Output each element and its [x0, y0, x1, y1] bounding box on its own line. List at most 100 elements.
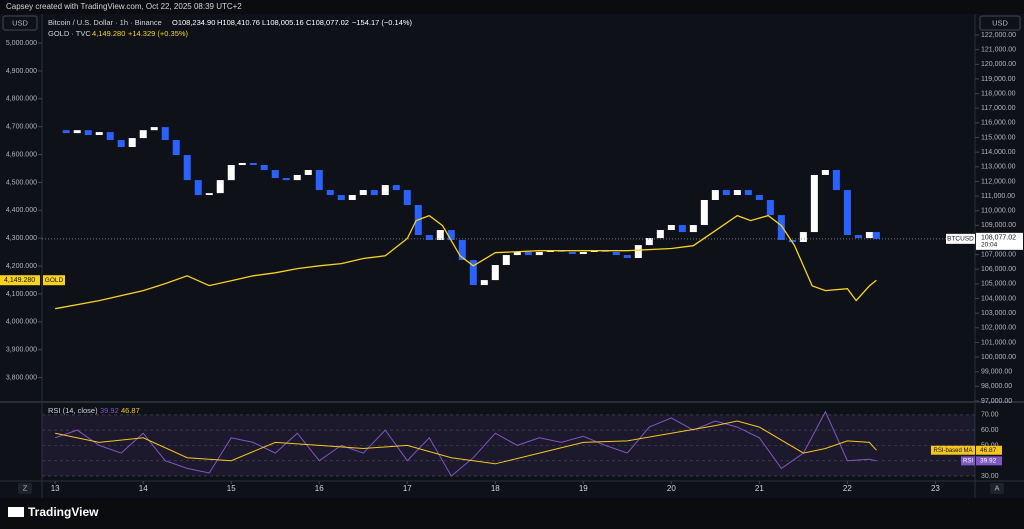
- y-tick-label: 4,100.000: [6, 291, 37, 298]
- value-tag: [976, 445, 1002, 455]
- logo-mark: [8, 507, 24, 517]
- symbol-tag: [43, 275, 65, 286]
- y-tick-label: 60.00: [981, 427, 999, 434]
- price-tag-label: 108,077.02: [981, 235, 1016, 242]
- y2-tick-label: 97,000.00: [981, 398, 1012, 405]
- logo: TradingView: [8, 505, 99, 519]
- y2-tick-label: 115,000.00: [981, 134, 1016, 141]
- rsi-value: 39.92: [100, 406, 119, 415]
- candle: [667, 225, 675, 231]
- series-tag-label: RSI: [963, 458, 973, 464]
- x-tick-label: 17: [403, 484, 412, 493]
- series-tag-label: RSI-based MA: [933, 448, 972, 454]
- candle: [139, 130, 147, 139]
- rsi-band: [42, 414, 975, 477]
- candle: [711, 190, 719, 201]
- legend-value: 4,149.280: [92, 29, 125, 38]
- y-tick-label: 5,000.000: [6, 40, 37, 47]
- candle: [700, 200, 708, 226]
- candle: [821, 170, 829, 175]
- candle: [755, 195, 763, 201]
- candle: [381, 185, 389, 196]
- price-tag: [0, 275, 40, 286]
- candle: [502, 255, 510, 266]
- candle: [172, 139, 180, 156]
- candle: [744, 190, 752, 196]
- candle: [645, 238, 653, 246]
- candle: [84, 130, 92, 136]
- candle: [579, 251, 587, 255]
- candle: [260, 165, 268, 170]
- y-tick-label: 70.00: [981, 412, 999, 419]
- x-tick-label: 20: [667, 484, 676, 493]
- unit-label[interactable]: USD: [992, 18, 1008, 27]
- legend-change: −154.17 (−0.14%): [352, 18, 413, 27]
- legend-change: +14.329 (+0.35%): [128, 29, 189, 38]
- y2-tick-label: 116,000.00: [981, 120, 1016, 127]
- candle: [183, 155, 191, 181]
- x-tick-label: 21: [755, 484, 764, 493]
- y-tick-label: 3,800.000: [6, 374, 37, 381]
- legend-value: O108,234.90: [172, 18, 215, 27]
- y2-tick-label: 112,000.00: [981, 178, 1016, 185]
- candle: [623, 255, 631, 258]
- y2-tick-label: 109,000.00: [981, 222, 1016, 229]
- y2-tick-label: 99,000.00: [981, 369, 1012, 376]
- y2-tick-label: 98,000.00: [981, 383, 1012, 390]
- rsi-line: [55, 420, 877, 465]
- y2-tick-label: 113,000.00: [981, 164, 1016, 171]
- logo-text: TradingView: [28, 505, 99, 519]
- unit-button[interactable]: [979, 15, 1021, 31]
- chart-background: [0, 14, 1024, 498]
- y-tick-label: 4,500.000: [6, 179, 37, 186]
- y-tick-label: 30.00: [981, 473, 999, 480]
- x-tick-label: 18: [491, 484, 500, 493]
- button-label[interactable]: Z: [23, 483, 28, 492]
- candle: [205, 193, 213, 196]
- candle: [359, 190, 367, 196]
- series-tag: [961, 456, 975, 466]
- candle: [315, 170, 323, 191]
- candle: [458, 239, 466, 261]
- candle: [865, 232, 873, 239]
- candle: [480, 280, 488, 286]
- candle: [73, 130, 81, 134]
- y2-tick-label: 117,000.00: [981, 105, 1016, 112]
- zoom-button[interactable]: [18, 483, 32, 494]
- candle: [491, 265, 499, 281]
- candle: [733, 190, 741, 196]
- legend-value: H108,410.76: [217, 18, 260, 27]
- x-tick-label: 22: [843, 484, 852, 493]
- candle: [777, 215, 785, 240]
- candle: [271, 170, 279, 179]
- candle: [348, 195, 356, 201]
- candle: [447, 230, 455, 240]
- candle: [678, 225, 686, 233]
- legend-title: Bitcoin / U.S. Dollar · 1h · Binance: [48, 18, 162, 27]
- candle: [810, 174, 818, 233]
- y2-tick-label: 106,000.00: [981, 266, 1016, 273]
- candle: [95, 132, 103, 136]
- rsi-line: [55, 410, 877, 477]
- candle: [62, 130, 70, 134]
- auto-button[interactable]: [990, 483, 1004, 494]
- y-tick-label: 4,700.000: [6, 124, 37, 131]
- symbol-tag-label: GOLD: [45, 277, 64, 284]
- candle: [403, 190, 411, 205]
- unit-label[interactable]: USD: [12, 18, 28, 27]
- countdown-label: 20:04: [981, 242, 998, 249]
- candle: [535, 251, 543, 256]
- legend-value: L108,005.16: [262, 18, 304, 27]
- x-tick-label: 14: [139, 484, 148, 493]
- y-tick-label: 4,200.000: [6, 263, 37, 270]
- value-tag-label: 39.92: [980, 458, 997, 465]
- y2-tick-label: 101,000.00: [981, 339, 1016, 346]
- candle: [513, 251, 521, 256]
- unit-button[interactable]: [2, 15, 38, 31]
- candle: [425, 234, 433, 240]
- candle: [238, 162, 246, 166]
- candle: [370, 190, 378, 196]
- button-label[interactable]: A: [994, 483, 999, 492]
- y2-tick-label: 104,000.00: [981, 295, 1016, 302]
